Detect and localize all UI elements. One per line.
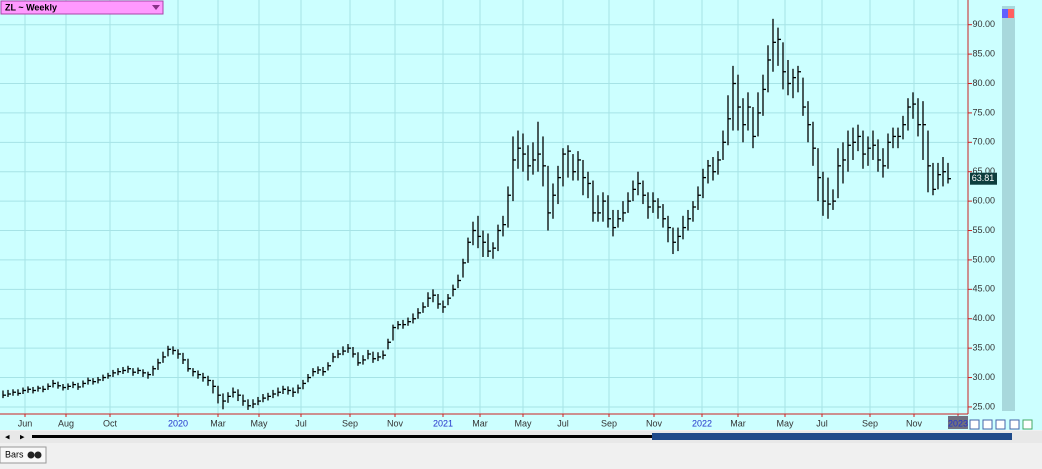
cover-box <box>948 416 968 429</box>
grid <box>0 0 972 417</box>
y-tick-label: 75.00 <box>972 107 995 117</box>
x-tick-label: Mar <box>210 418 226 428</box>
x-tick-label: Nov <box>387 418 404 428</box>
nav-button[interactable] <box>1009 419 1020 430</box>
x-tick-label: 2021 <box>433 418 453 428</box>
icon[interactable] <box>1008 9 1014 18</box>
x-tick-label: Jul <box>816 418 828 428</box>
x-tick-label: Nov <box>906 418 923 428</box>
y-tick-label: 80.00 <box>972 78 995 88</box>
x-tick-label: May <box>514 418 532 428</box>
y-tick-label: 90.00 <box>972 19 995 29</box>
y-tick-label: 25.00 <box>972 401 995 411</box>
x-tick-label: May <box>776 418 794 428</box>
tab[interactable] <box>0 446 47 464</box>
x-tick-label: Sep <box>862 418 878 428</box>
y-tick-label: 45.00 <box>972 284 995 294</box>
x-tick-label: Jul <box>557 418 569 428</box>
x-tick-label: Sep <box>342 418 358 428</box>
tab-icon <box>34 451 42 459</box>
icon[interactable] <box>1002 9 1008 18</box>
dropdown-arrow <box>152 5 160 10</box>
x-tick-label: 2023 <box>948 418 968 428</box>
x-tick-label: 2022 <box>692 418 712 428</box>
x-tick-label: 2020 <box>168 418 188 428</box>
x-tick-label: Oct <box>103 418 118 428</box>
nav-button[interactable] <box>982 419 993 430</box>
symbol-dropdown[interactable] <box>0 0 164 15</box>
side-strip <box>1002 6 1015 411</box>
scroll-track <box>32 435 1012 438</box>
chart-title: ZL ~ Weekly <box>5 2 57 12</box>
x-tick-label: Aug <box>58 418 74 428</box>
x-tick-label: Sep <box>601 418 617 428</box>
y-tick-label: 50.00 <box>972 254 995 264</box>
bars <box>2 18 951 410</box>
x-tick-label: Jun <box>18 418 33 428</box>
y-tick-label: 65.00 <box>972 166 995 176</box>
background <box>0 0 1042 430</box>
x-tick-label: May <box>250 418 268 428</box>
scroll-right[interactable]: ▸ <box>20 431 25 441</box>
last-price-box <box>970 172 997 185</box>
y-tick-label: 70.00 <box>972 137 995 147</box>
tab-label: Bars <box>5 449 24 459</box>
x-tick-label: Mar <box>730 418 746 428</box>
y-tick-label: 40.00 <box>972 313 995 323</box>
scroll-left[interactable]: ◂ <box>5 431 10 441</box>
last-price-label: 63.81 <box>972 173 995 183</box>
x-tick-label: Mar <box>472 418 488 428</box>
y-tick-label: 60.00 <box>972 195 995 205</box>
y-tick-label: 55.00 <box>972 225 995 235</box>
x-tick-label: Jul <box>295 418 307 428</box>
scroll-thumb[interactable] <box>652 433 1012 440</box>
nav-button[interactable] <box>995 419 1006 430</box>
y-tick-label: 35.00 <box>972 343 995 353</box>
nav-button[interactable] <box>1022 419 1033 430</box>
y-tick-label: 85.00 <box>972 48 995 58</box>
tab-icon <box>27 451 35 459</box>
nav-button[interactable] <box>969 419 980 430</box>
y-tick-label: 30.00 <box>972 372 995 382</box>
x-tick-label: Nov <box>646 418 663 428</box>
